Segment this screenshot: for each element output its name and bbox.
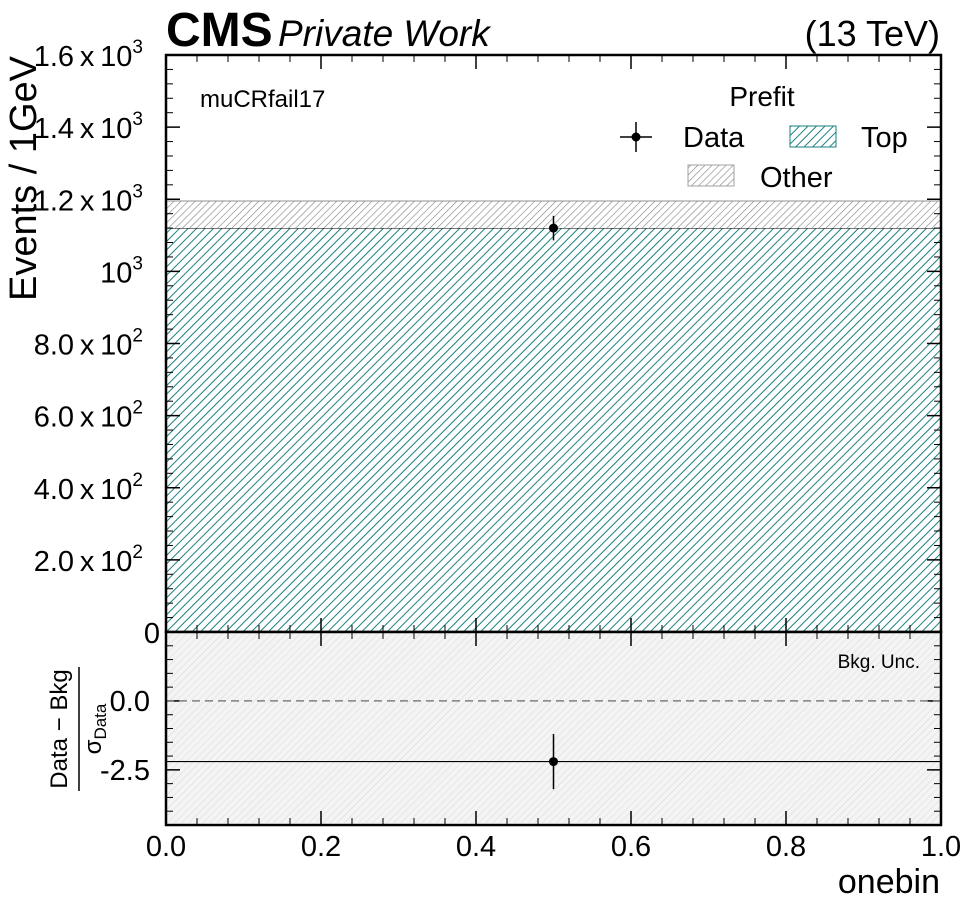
- legend-data-label: Data: [683, 122, 745, 154]
- y-tick-label-base: 2.0 x 10: [34, 546, 133, 578]
- x-tick-label: 0.0: [146, 831, 186, 863]
- legend-other-swatch: [687, 164, 735, 187]
- main-data-points: [549, 215, 558, 241]
- y-tick-label-base: 0: [144, 618, 160, 650]
- y-tick-label: 103: [100, 253, 143, 289]
- y-tick-label: 8.0 x 102: [34, 326, 143, 362]
- y-tick-label-exponent: 2: [132, 470, 143, 491]
- ratio-data-points: [166, 734, 941, 790]
- y-tick-label: 1.2 x 103: [34, 181, 143, 217]
- ratio-y-axis-label: Data − Bkg σData: [46, 667, 110, 791]
- region-label: muCRfail17: [200, 86, 325, 113]
- stack-bar-top: [167, 228, 940, 632]
- x-tick-label: 0.2: [301, 831, 341, 863]
- y-tick-label: 1.6 x 103: [34, 37, 143, 73]
- main-y-axis-label: Events / 1GeV: [3, 55, 45, 301]
- x-tick-label: 0.4: [456, 831, 496, 863]
- energy-label: (13 TeV): [805, 13, 940, 54]
- work-status-label: Private Work: [278, 13, 492, 54]
- y-tick-label: 6.0 x 102: [34, 398, 143, 434]
- ratio-y-tick-label: -2.5: [100, 755, 150, 787]
- y-tick-label-base: 10: [100, 257, 132, 289]
- ratio-axes-frame: [164, 630, 943, 827]
- legend-title: Prefit: [729, 81, 795, 112]
- legend: Prefit Data Top Other: [620, 81, 908, 194]
- y-tick-label-exponent: 3: [132, 109, 143, 130]
- y-tick-label-base: 8.0 x 10: [34, 330, 133, 362]
- y-tick-label: 0: [144, 618, 160, 650]
- y-tick-label-exponent: 2: [132, 326, 143, 347]
- y-tick-label: 4.0 x 102: [34, 470, 143, 506]
- stack-bars: [166, 200, 941, 632]
- ratio-ylabel-numerator: Data − Bkg: [46, 669, 73, 788]
- legend-data-marker: [620, 122, 652, 152]
- x-tick-label: 0.6: [611, 831, 651, 863]
- ratio-y-tick-label: 0.0: [110, 686, 150, 718]
- ratio-point: [549, 757, 558, 767]
- y-tick-label-exponent: 3: [132, 37, 143, 58]
- y-tick-label-base: 1.4 x 10: [34, 113, 133, 145]
- y-tick-label-base: 1.6 x 10: [34, 41, 133, 73]
- y-tick-label-exponent: 3: [132, 253, 143, 274]
- legend-top-label: Top: [861, 122, 908, 154]
- y-tick-label-exponent: 2: [132, 398, 143, 419]
- band-label: Bkg. Unc.: [838, 652, 920, 673]
- experiment-label: CMS: [166, 4, 273, 57]
- y-tick-label-base: 4.0 x 10: [34, 474, 133, 506]
- legend-other-label: Other: [760, 162, 833, 194]
- y-tick-label-base: 1.2 x 10: [34, 185, 133, 217]
- x-axis-label: onebin: [838, 863, 940, 901]
- x-tick-label: 1.0: [921, 831, 961, 863]
- x-tick-label: 0.8: [766, 831, 806, 863]
- y-tick-label: 1.4 x 103: [34, 109, 143, 145]
- ratio-ylabel-denominator: σData: [80, 703, 110, 754]
- ratio-ylabel-sigma: σ: [80, 739, 107, 754]
- y-tick-label-exponent: 2: [132, 542, 143, 563]
- bkg-uncertainty-band: [167, 633, 940, 823]
- ratio-ylabel-subscript: Data: [91, 703, 110, 739]
- data-point: [549, 223, 558, 233]
- y-tick-label-exponent: 3: [132, 181, 143, 202]
- y-tick-label: 2.0 x 102: [34, 542, 143, 578]
- y-tick-label-base: 6.0 x 10: [34, 402, 133, 434]
- legend-top-swatch: [789, 125, 837, 148]
